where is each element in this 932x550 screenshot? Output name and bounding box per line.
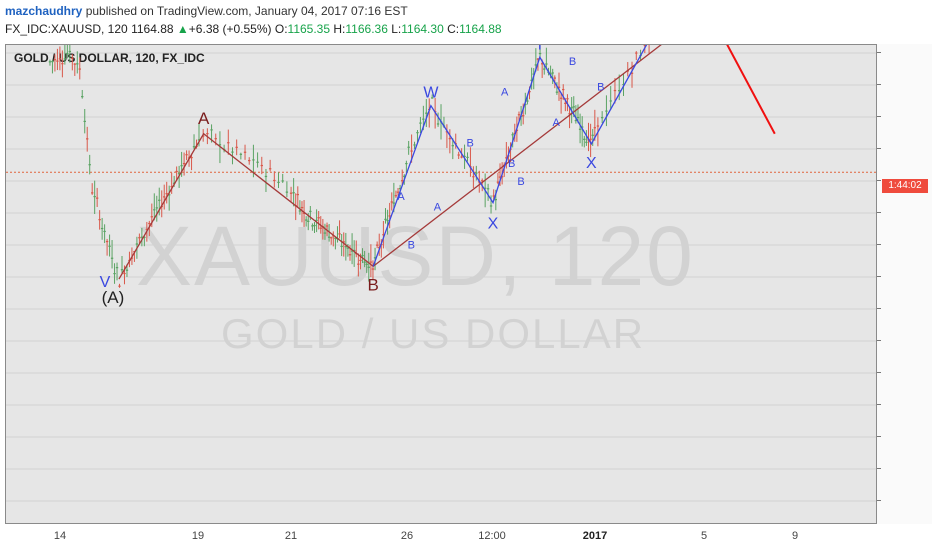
change-arrow-icon: ▲ xyxy=(176,22,189,36)
change-value: +6.38 (+0.55%) xyxy=(188,22,272,36)
wave-label-v: V xyxy=(100,274,111,291)
wave-letter-5: B xyxy=(508,158,515,170)
author-link[interactable]: mazchaudhry xyxy=(5,4,83,18)
price-tick xyxy=(877,308,881,309)
x-tick-label: 2017 xyxy=(582,530,608,542)
wave-letter-11: iv xyxy=(64,45,75,49)
wave-letter-8: B xyxy=(569,56,576,68)
watermark-symbol: XAUUSD, 120 xyxy=(136,209,695,303)
low-value: 1164.30 xyxy=(401,22,444,36)
price-tick xyxy=(877,372,881,373)
chart-pane[interactable]: GOLD / US DOLLAR, 120, FX_IDC XAUUSD, 12… xyxy=(5,44,877,524)
chart-title: GOLD / US DOLLAR, 120, FX_IDC xyxy=(14,51,205,65)
wave-label-w: W xyxy=(423,85,439,102)
watermark-name: GOLD / US DOLLAR xyxy=(221,310,646,357)
last-price: 1164.88 xyxy=(131,22,174,36)
wave-line-2 xyxy=(372,45,648,267)
wave-letter-9: B xyxy=(597,81,604,93)
price-tick xyxy=(877,244,881,245)
high-value: 1166.36 xyxy=(345,22,388,36)
time-axis[interactable]: 14 19 21 26 12:00 2017 5 9 xyxy=(5,524,877,550)
wave-line-1 xyxy=(118,45,662,280)
price-tick xyxy=(877,180,881,181)
x-tick-label: 5 xyxy=(700,530,708,542)
close-value: 1164.88 xyxy=(459,22,502,36)
x-tick-label: 14 xyxy=(53,530,67,542)
publish-line: mazchaudhry published on TradingView.com… xyxy=(5,4,408,18)
price-tick xyxy=(877,116,881,117)
price-tick xyxy=(877,84,881,85)
wave-letter-6: B xyxy=(517,176,524,188)
price-tick xyxy=(877,148,881,149)
wave-label-b: B xyxy=(368,275,379,294)
countdown-badge: 1:44:02 xyxy=(882,179,928,193)
symbol-label: FX_IDC:XAUUSD, 120 xyxy=(5,22,128,36)
price-tick xyxy=(877,276,881,277)
projection-line xyxy=(726,45,776,135)
plot-area[interactable]: V(A)ABC(B)WXYXZABABABBABBAiv xyxy=(6,45,877,524)
published-text: published on TradingView.com, January 04… xyxy=(85,4,408,18)
x-tick-label: 9 xyxy=(791,530,799,542)
wave-label-a: A xyxy=(198,109,210,128)
x-tick-label: 19 xyxy=(191,530,205,542)
price-scale[interactable] xyxy=(877,44,932,524)
price-tick xyxy=(877,404,881,405)
price-tick xyxy=(877,436,881,437)
open-label: O: xyxy=(274,22,288,36)
low-label: L: xyxy=(391,22,402,36)
wave-letter-2: A xyxy=(434,201,442,213)
wave-letter-7: A xyxy=(553,117,561,129)
price-tick xyxy=(877,212,881,213)
wave-label-x1: X xyxy=(488,216,499,233)
wave-letter-3: B xyxy=(466,138,473,150)
close-label: C: xyxy=(447,22,460,36)
wave-label-x2: X xyxy=(586,155,597,172)
price-tick xyxy=(877,468,881,469)
symbol-line: FX_IDC:XAUUSD, 120 1164.88 ▲+6.38 (+0.55… xyxy=(5,22,502,36)
wave-letter-4: A xyxy=(501,87,509,99)
x-tick-label: 12:00 xyxy=(478,530,506,542)
x-tick-label: 21 xyxy=(284,530,298,542)
x-tick-label: 26 xyxy=(400,530,414,542)
wave-label-y: Y xyxy=(534,45,545,53)
high-label: H: xyxy=(333,22,346,36)
price-tick xyxy=(877,500,881,501)
wave-letter-1: B xyxy=(408,240,415,252)
chart-header: mazchaudhry published on TradingView.com… xyxy=(0,0,932,44)
price-tick xyxy=(877,52,881,53)
price-tick xyxy=(877,340,881,341)
wave-letter-0: A xyxy=(397,191,405,203)
wave-label-a-major: (A) xyxy=(102,288,125,307)
open-value: 1165.35 xyxy=(287,22,331,36)
